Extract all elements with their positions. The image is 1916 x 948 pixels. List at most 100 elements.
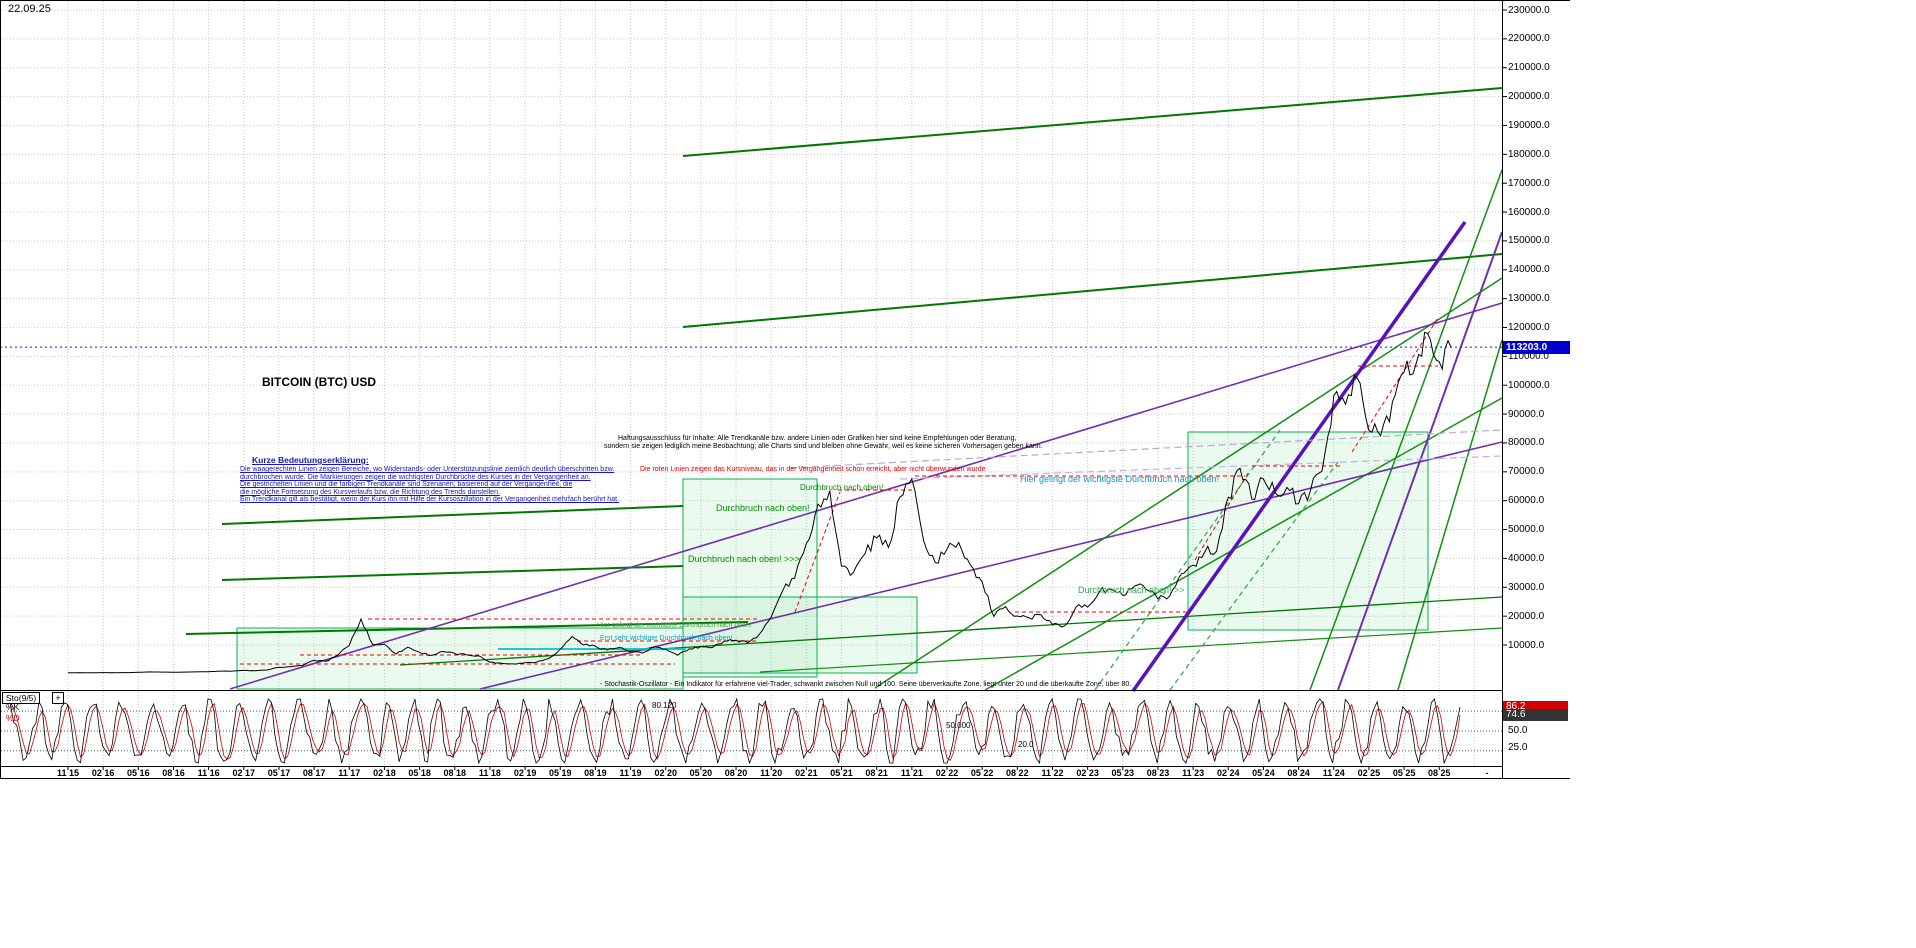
x-axis-label: 02 25 — [1357, 768, 1381, 778]
legend-line-1: Die waagerechten Linien zeigen Bereiche,… — [240, 466, 615, 473]
y-axis-label: 140000.0 — [1508, 264, 1550, 276]
x-axis-label: 11 16 — [197, 768, 220, 778]
chart-window: 22.09.25 BITCOIN (BTC) USD Kurze Bedeutun… — [0, 0, 1570, 779]
breakout-label-1: Durchbruch nach oben! — [716, 503, 810, 513]
indicator-expand-button[interactable]: + — [52, 692, 64, 704]
price-line — [68, 331, 1452, 674]
x-axis-label: 02 24 — [1217, 768, 1240, 778]
trendline — [1337, 231, 1503, 691]
key-breakout-note-left: Hier gelingt der wichtigste Durchbruch n… — [597, 622, 752, 629]
y-axis-label: 170000.0 — [1508, 177, 1550, 189]
legend-line-5: Ein Trendkanal gilt als bestätigt, wenn … — [240, 496, 619, 503]
trendline — [229, 302, 1503, 690]
x-axis-label: 05 19 — [548, 768, 572, 778]
x-axis-label: 02 17 — [232, 768, 256, 778]
x-axis-label: 08 23 — [1146, 768, 1170, 778]
y-axis-label: 50000.0 — [1508, 524, 1545, 536]
x-axis-label: 11 15 — [56, 768, 80, 778]
oscillator-level-label: 50.000 — [946, 720, 971, 730]
y-axis-label: 90000.0 — [1508, 408, 1545, 420]
x-axis-label: 08 19 — [584, 768, 607, 778]
x-axis-label: 05 23 — [1111, 768, 1135, 778]
oscillator-level-label: 80.120 — [652, 700, 677, 710]
x-axis-label: 11 24 — [1322, 768, 1345, 778]
x-axis-label: 11 23 — [1182, 768, 1205, 778]
y-axis-label: 200000.0 — [1508, 91, 1550, 103]
y-axis-label: 120000.0 — [1508, 322, 1550, 333]
oscillator-d-line — [3, 699, 1461, 761]
main-chart-canvas[interactable] — [0, 0, 1502, 691]
x-axis-label: 02 20 — [654, 768, 677, 778]
date-label: 22.09.25 — [8, 3, 51, 15]
y-axis-label: 180000.0 — [1508, 148, 1550, 160]
x-axis-label: 11 19 — [619, 768, 642, 778]
trendline — [1169, 461, 1339, 691]
x-axis-label: 08 16 — [162, 768, 185, 778]
trendline — [789, 429, 1503, 469]
y-axis-label: 100000.0 — [1508, 379, 1550, 391]
percent-d-label: %D — [6, 713, 20, 723]
x-axis-label: 11 21 — [900, 768, 923, 778]
y-axis-label: 130000.0 — [1508, 293, 1550, 305]
consolidation-box — [1187, 431, 1429, 631]
x-axis-label: 08 22 — [1006, 768, 1029, 778]
y-axis-label: 20000.0 — [1508, 610, 1545, 622]
legend-line-3: Die gestrichelten Linien und die farbige… — [240, 481, 573, 488]
x-axis-label: 02 16 — [91, 768, 115, 778]
trendline — [479, 441, 1503, 690]
chart-drawing-surface — [0, 0, 1570, 779]
y-axis-label: 80000.0 — [1508, 437, 1545, 449]
y-axis-label: 230000.0 — [1508, 4, 1550, 16]
oscillator-level-label: 20.0 — [1018, 740, 1034, 750]
y-axis-label: 40000.0 — [1508, 552, 1545, 564]
x-axis-label: 05 22 — [970, 768, 994, 778]
trendline — [1309, 169, 1503, 691]
indicator-label-button[interactable]: Sto(9/5) — [2, 692, 41, 704]
stochastic-note: - Stochastik-Oszillator - Ein Indikator … — [600, 681, 1132, 688]
trendline — [874, 277, 1503, 689]
x-axis-label: 11 20 — [760, 768, 783, 778]
trendline — [1094, 429, 1281, 691]
oscillator-axis-tag: 50.0 — [1508, 725, 1528, 736]
trendline — [682, 87, 1503, 157]
oscillator-axis-tag: 74.6 — [1503, 708, 1568, 721]
trendline — [899, 455, 1503, 480]
x-axis-label: 02 18 — [373, 768, 396, 778]
y-axis-label: 70000.0 — [1508, 466, 1545, 478]
first-breakout-note: Erst sehr wichtiger Durchbruch nach oben… — [600, 634, 733, 642]
disclaimer-line-1: Haftungsausschluss für Inhalte: Alle Tre… — [618, 435, 1017, 442]
x-axis-label: 05 17 — [267, 768, 291, 778]
x-axis-label: 05 21 — [830, 768, 853, 778]
x-axis-label: 05 16 — [127, 768, 150, 778]
oscillator-k-line — [3, 697, 1461, 765]
legend-title: Kurze Bedeutungserklärung: — [252, 455, 369, 465]
y-axis-label: 210000.0 — [1508, 62, 1550, 74]
x-axis-label: 08 18 — [443, 768, 467, 778]
disclaimer-line-2: sondern sie zeigen lediglich meine Beoba… — [604, 442, 1043, 450]
chart-title: BITCOIN (BTC) USD — [262, 375, 376, 389]
percent-k-label: %K — [6, 702, 20, 712]
y-axis-label: 60000.0 — [1508, 495, 1545, 507]
trendline — [185, 621, 749, 635]
y-axis-label: 190000.0 — [1508, 119, 1550, 131]
x-axis-label: 08 20 — [724, 768, 748, 778]
y-axis-label: 220000.0 — [1508, 33, 1550, 45]
breakout-label-2: Durchbruch nach oben! >>> — [688, 554, 800, 564]
x-axis-label: 11 22 — [1041, 768, 1064, 778]
y-axis-label: 150000.0 — [1508, 235, 1550, 247]
trendline — [682, 253, 1503, 328]
trendline — [221, 565, 684, 581]
y-axis-label: 160000.0 — [1508, 206, 1550, 218]
x-axis-label: 05 18 — [408, 768, 431, 778]
x-axis-label: 11 18 — [478, 768, 501, 778]
x-axis-label: 08 24 — [1287, 768, 1310, 778]
x-axis-label: 02 22 — [935, 768, 959, 778]
oscillator-canvas[interactable] — [0, 692, 1502, 766]
trendline — [1397, 339, 1503, 691]
trendline — [221, 505, 684, 525]
x-axis-trailing-label: - — [1485, 768, 1489, 778]
x-axis-label: 02 23 — [1076, 768, 1099, 778]
legend-line-2: durchbrochen wurde. Die Markierungen zei… — [240, 473, 591, 481]
y-axis-label: 110000.0 — [1508, 350, 1549, 362]
